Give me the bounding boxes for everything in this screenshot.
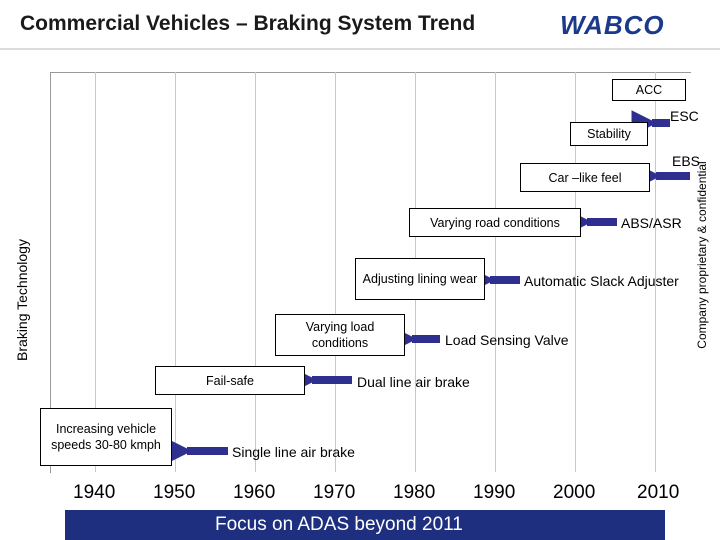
gridline-1990 [495, 72, 496, 472]
year-label: 2000 [553, 482, 596, 503]
gridline-1940 [95, 72, 96, 472]
chart-frame [50, 72, 691, 473]
title-divider [0, 48, 720, 50]
driver-label: Car –like feel [548, 170, 622, 185]
year-label: 1940 [73, 482, 116, 503]
driver-box-varying-road: Varying road conditions [409, 208, 581, 237]
gridline-2010 [655, 72, 656, 472]
tech-esc: ESC [670, 108, 699, 124]
year-label: 1950 [153, 482, 196, 503]
driver-label: ACC [635, 83, 663, 97]
year-label: 2010 [637, 482, 680, 503]
gridline-1950 [175, 72, 176, 472]
year-label: 1980 [393, 482, 436, 503]
page-number: 11 [666, 512, 678, 524]
footer-banner [65, 510, 665, 540]
driver-label: Increasing vehicle speeds 30-80 kmph [51, 422, 161, 452]
wabco-logo: WABCO [560, 10, 665, 40]
gridline-1970 [335, 72, 336, 472]
driver-label: Stability [587, 127, 631, 141]
tech-load-sensing: Load Sensing Valve [445, 332, 569, 348]
driver-label: Adjusting lining wear [362, 272, 478, 286]
gridline-1960 [255, 72, 256, 472]
driver-box-varying-load: Varying load conditions [275, 314, 405, 356]
driver-box-vehicle-speeds: Increasing vehicle speeds 30-80 kmph [40, 408, 172, 466]
driver-label: Fail-safe [206, 373, 254, 388]
gridline-2000 [575, 72, 576, 472]
year-label: 1990 [473, 482, 516, 503]
year-label: 1960 [233, 482, 276, 503]
driver-box-adjusting-lining: Adjusting lining wear [355, 258, 485, 300]
page-title: Commercial Vehicles – Braking System Tre… [20, 12, 476, 35]
driver-box-stability: Stability [570, 122, 648, 146]
tech-single-line: Single line air brake [232, 444, 355, 460]
driver-label: Varying load conditions [305, 320, 375, 350]
driver-box-fail-safe: Fail-safe [155, 366, 305, 395]
tech-slack-adjuster: Automatic Slack Adjuster [524, 273, 679, 289]
year-label: 1970 [313, 482, 356, 503]
tech-ebs: EBS [672, 153, 701, 169]
footer-banner-text: Focus on ADAS beyond 2011 [215, 514, 463, 535]
tech-dual-line: Dual line air brake [357, 374, 470, 390]
driver-box-acc: ACC [612, 79, 686, 101]
driver-label: Varying road conditions [430, 215, 560, 230]
tech-abs-asr: ABS/ASR [621, 215, 682, 231]
driver-box-car-like: Car –like feel [520, 163, 650, 192]
